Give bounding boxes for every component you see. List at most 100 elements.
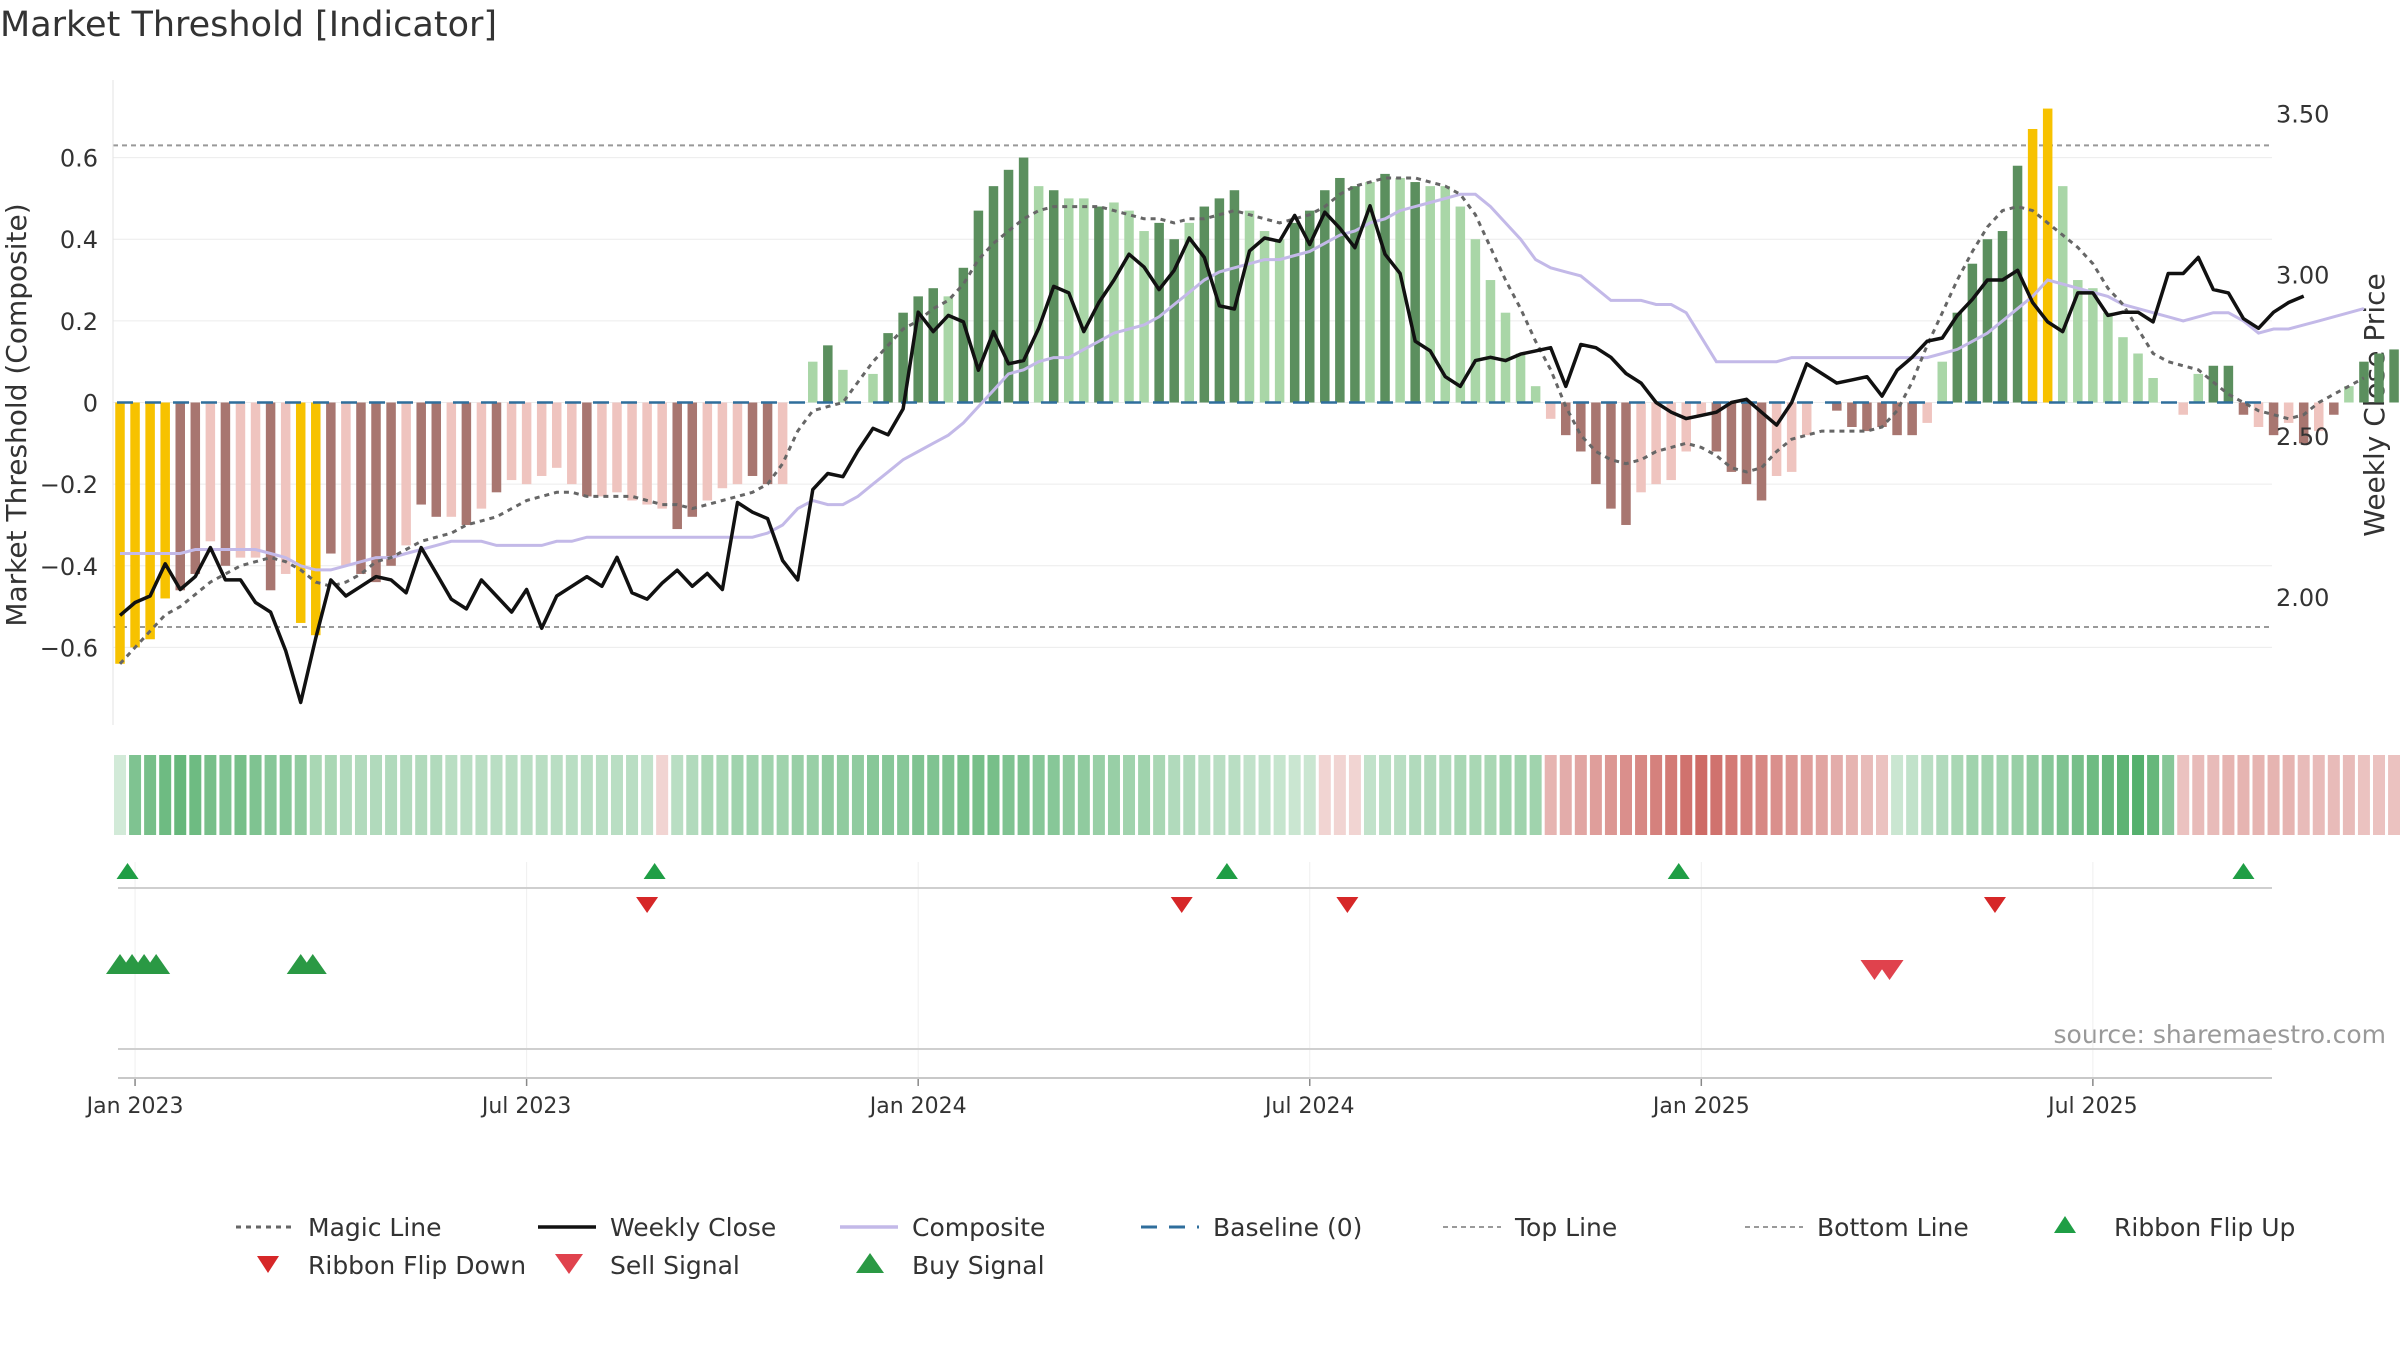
legend-composite-label: Composite [912,1213,1045,1242]
composite-bar [416,402,426,505]
composite-bar [1832,402,1842,411]
ribbon-cell [867,755,879,835]
legend-sell-label: Sell Signal [610,1251,740,1280]
ribbon-cell [1379,755,1392,835]
ribbon-cell [2267,755,2280,835]
ribbon-cell [234,755,247,835]
composite-bar [1786,402,1797,472]
ribbon-cell [2312,755,2325,835]
ribbon-cell [2101,755,2114,835]
ribbon-cell [1168,755,1181,835]
legend-flip-down-label: Ribbon Flip Down [308,1251,526,1280]
composite-bar [672,402,682,530]
y-tick-left: 0 [83,390,98,418]
composite-bar [1274,239,1285,403]
composite-bar [2027,128,2038,403]
ribbon-cell [1830,755,1843,835]
ribbon-cell [264,755,277,835]
ribbon-cell [1107,755,1120,835]
ribbon-cell [1680,755,1693,835]
composite-bar [551,402,562,468]
ribbon-cell [249,755,262,835]
ribbon-cell [1123,755,1136,835]
ribbon-cell [1363,755,1376,835]
ribbon-flip-down-marker [636,897,659,913]
composite-bar [1470,239,1481,403]
ribbon-cell [460,755,473,835]
composite-bar [627,402,637,501]
composite-bar [582,402,592,497]
ribbon-cell [641,755,654,835]
ribbon-cell [1800,755,1813,835]
ribbon-cell [836,755,849,835]
legend: Magic Line Weekly Close Composite Baseli… [236,1213,2295,1280]
ribbon-cell [430,755,443,835]
composite-bar [145,402,155,640]
composite-bar [988,186,999,403]
y-tick-right: 3.50 [2276,100,2329,128]
ribbon-cell [1860,755,1873,835]
composite-bar [2298,402,2309,444]
ribbon-cell [2026,755,2039,835]
composite-bar [1033,186,1044,403]
ribbon-cell [1785,755,1798,835]
composite-bar [1877,402,1887,427]
ribbon-cell [882,755,895,835]
composite-bar [431,402,442,517]
composite-bar [2268,402,2279,436]
ribbon-cell [701,755,714,835]
ribbon-cell [2162,755,2175,835]
ribbon-cell [445,755,458,835]
composite-line [120,192,2365,572]
ribbon-cell [1996,755,2009,835]
composite-bar [250,402,261,558]
composite-bar [1335,177,1345,403]
ribbon-cell [1815,755,1828,835]
ribbon-cell [114,755,126,835]
source-credit: source: sharemaestro.com [2054,1020,2387,1049]
composite-bar [1003,169,1014,403]
composite-bar [1199,206,1210,403]
ribbon-cell [339,755,352,835]
x-tick-label: Jan 2024 [868,1094,967,1119]
x-tick-label: Jul 2023 [480,1094,572,1119]
sell-signal-marker [1875,960,1904,980]
legend-flip-up-label: Ribbon Flip Up [2114,1213,2295,1242]
composite-bar [1154,222,1164,403]
ribbon-flip-down-marker [1170,897,1193,913]
composite-bar [235,402,246,558]
composite-bar [1139,231,1149,403]
ribbon-flip-down-marker [1983,897,2006,913]
ribbon-cell [1017,755,1030,835]
composite-bar [2238,402,2249,415]
ribbon-cell [2071,755,2084,835]
legend-flip-down-marker [257,1256,279,1273]
composite-bar [808,361,818,403]
composite-bar [1289,222,1300,403]
composite-bar [115,402,125,664]
y-tick-right: 2.00 [2276,584,2329,612]
ribbon-cell [204,755,217,835]
ribbon-cell [2222,755,2235,835]
composite-bar [160,402,170,599]
ribbon-cell [626,755,639,835]
y-tick-left: 0.4 [60,226,98,254]
composite-bar [1771,402,1782,476]
composite-bar [2193,373,2204,403]
composite-bar [190,402,201,574]
composite-bar [1048,190,1059,403]
ribbon-cell [565,755,578,835]
ribbon-cell [2056,755,2069,835]
composite-bar [1320,190,1330,403]
composite-bar [371,402,381,583]
ribbon-cell [821,755,834,835]
composite-bar [1229,190,1240,403]
composite-bar [295,402,306,623]
ribbon-cell [1755,755,1768,835]
composite-bar [2389,349,2399,403]
ribbon-cell [2116,755,2129,835]
ribbon-cell [1409,755,1422,835]
ribbon-cell [2327,755,2340,835]
composite-bar [1124,210,1134,403]
